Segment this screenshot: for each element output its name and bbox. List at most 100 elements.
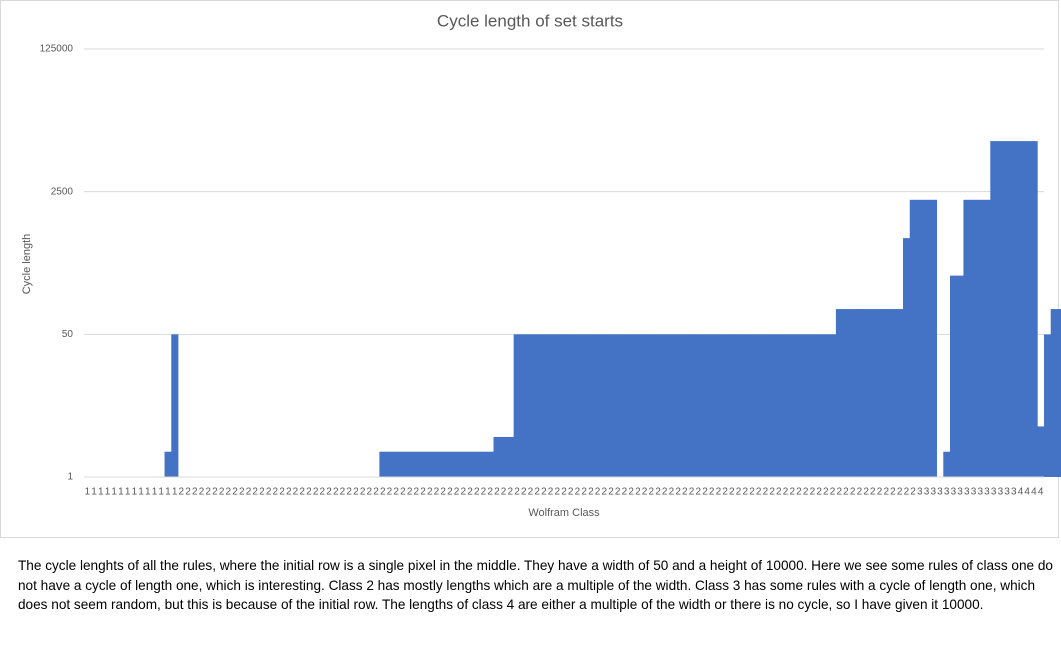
bar xyxy=(574,334,582,477)
bar xyxy=(943,451,951,477)
x-tick-label: 2 xyxy=(259,487,265,498)
x-tick-label: 2 xyxy=(796,487,802,498)
bar xyxy=(1037,426,1045,477)
bar xyxy=(533,334,541,477)
bar xyxy=(446,451,454,477)
bar xyxy=(600,334,609,477)
x-tick-label: 2 xyxy=(555,487,561,498)
x-tick-label: 2 xyxy=(534,487,540,498)
x-tick-label: 3 xyxy=(917,487,923,498)
bar xyxy=(822,334,830,477)
bar xyxy=(587,334,595,477)
x-tick-label: 2 xyxy=(252,487,258,498)
x-tick-label: 2 xyxy=(179,487,185,498)
x-tick-label: 2 xyxy=(675,487,681,498)
x-tick-label: 2 xyxy=(716,487,722,498)
x-tick-label: 2 xyxy=(789,487,795,498)
x-tick-label: 3 xyxy=(977,487,983,498)
x-tick-label: 2 xyxy=(615,487,621,498)
x-tick-label: 2 xyxy=(353,487,359,498)
x-tick-label: 2 xyxy=(890,487,896,498)
x-tick-label: 1 xyxy=(98,487,104,498)
x-tick-label: 2 xyxy=(299,487,305,498)
x-tick-label: 2 xyxy=(440,487,446,498)
bar xyxy=(540,334,548,477)
bar xyxy=(171,334,179,477)
bar xyxy=(459,451,468,477)
x-tick-label: 1 xyxy=(158,487,164,498)
x-tick-label: 2 xyxy=(595,487,601,498)
x-tick-label: 2 xyxy=(541,487,547,498)
bar xyxy=(527,334,535,477)
bar xyxy=(480,451,488,477)
x-tick-label: 2 xyxy=(689,487,695,498)
bar xyxy=(909,199,917,477)
bar xyxy=(1050,309,1058,477)
x-tick-label: 2 xyxy=(883,487,889,498)
x-tick-label: 4 xyxy=(1031,487,1037,498)
bar xyxy=(802,334,810,477)
x-tick-label: 2 xyxy=(467,487,473,498)
x-tick-label: 2 xyxy=(192,487,198,498)
bar xyxy=(768,334,776,477)
x-tick-label: 2 xyxy=(199,487,205,498)
x-tick-label: 2 xyxy=(810,487,816,498)
x-tick-label: 2 xyxy=(205,487,211,498)
bar xyxy=(829,334,837,477)
bar xyxy=(594,334,602,477)
bar xyxy=(956,275,964,477)
x-tick-label: 1 xyxy=(91,487,97,498)
bar xyxy=(614,334,622,477)
bar xyxy=(1010,141,1018,477)
bar xyxy=(406,451,414,477)
bar xyxy=(1044,334,1052,477)
x-tick-label: 2 xyxy=(219,487,225,498)
x-tick-label: 3 xyxy=(1004,487,1010,498)
x-tick-label: 2 xyxy=(857,487,863,498)
x-tick-label: 2 xyxy=(870,487,876,498)
x-tick-label: 2 xyxy=(266,487,272,498)
y-axis-title: Cycle length xyxy=(21,234,33,295)
bar xyxy=(627,334,635,477)
bar xyxy=(674,334,682,477)
bar xyxy=(815,334,823,477)
bar xyxy=(547,334,555,477)
x-tick-label: 2 xyxy=(682,487,688,498)
x-tick-label: 1 xyxy=(172,487,178,498)
bar xyxy=(1057,309,1061,477)
x-tick-label: 1 xyxy=(145,487,151,498)
x-tick-label: 2 xyxy=(702,487,708,498)
x-tick-label: 2 xyxy=(863,487,869,498)
bar xyxy=(641,334,649,477)
x-tick-label: 2 xyxy=(340,487,346,498)
y-tick-label: 50 xyxy=(62,329,74,340)
x-tick-label: 1 xyxy=(118,487,124,498)
bar xyxy=(634,334,642,477)
x-tick-label: 1 xyxy=(138,487,144,498)
x-tick-label: 2 xyxy=(648,487,654,498)
x-tick-label: 2 xyxy=(521,487,527,498)
x-tick-label: 2 xyxy=(185,487,191,498)
caption: The cycle lenghts of all the rules, wher… xyxy=(18,558,1053,612)
bar xyxy=(607,334,615,477)
x-tick-label: 2 xyxy=(608,487,614,498)
x-tick-label: 2 xyxy=(830,487,836,498)
bar xyxy=(399,451,407,477)
bar xyxy=(513,334,521,477)
x-tick-label: 2 xyxy=(816,487,822,498)
bar xyxy=(520,334,528,477)
bar xyxy=(849,309,857,477)
x-tick-label: 1 xyxy=(132,487,138,498)
bar xyxy=(1023,141,1031,477)
bar xyxy=(439,451,447,477)
x-tick-label: 2 xyxy=(722,487,728,498)
bar xyxy=(493,436,501,477)
x-tick-label: 3 xyxy=(957,487,963,498)
x-tick-label: 2 xyxy=(877,487,883,498)
bar xyxy=(903,238,911,477)
bar xyxy=(500,436,508,477)
bar xyxy=(708,334,716,477)
x-tick-label: 2 xyxy=(293,487,299,498)
bar xyxy=(661,334,669,477)
x-tick-label: 2 xyxy=(487,487,493,498)
